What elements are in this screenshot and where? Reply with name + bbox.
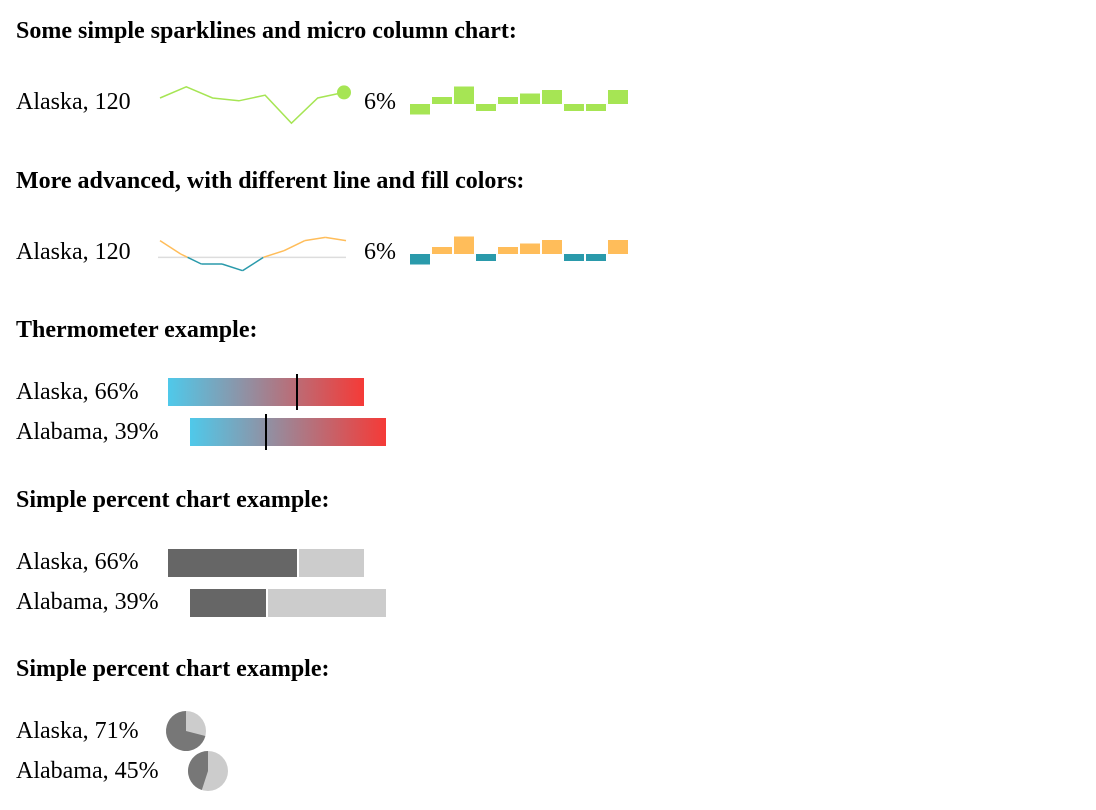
sparkline-segment <box>221 263 243 272</box>
micro-column <box>586 104 606 111</box>
sparkline-advanced-label: Alaska, 120 <box>16 239 131 265</box>
micro-column <box>498 97 518 104</box>
percent-bar-label-alaska: Alaska, 66% <box>16 549 139 575</box>
sparkline-simple <box>159 85 351 125</box>
thermometer-bar-alabama <box>190 414 386 450</box>
percent-bar-alabama <box>190 589 386 617</box>
section-heading-percent-bars: Simple percent chart example: <box>16 487 330 513</box>
percent-bar-filled <box>190 589 266 617</box>
thermometer-marker <box>296 374 299 410</box>
sparkline-segment <box>304 236 326 242</box>
sparkline-segment <box>263 249 285 259</box>
percent-bar-alaska <box>168 549 364 577</box>
percent-pie-alaska <box>166 711 206 751</box>
micro-column <box>520 243 540 254</box>
micro-column <box>520 93 540 104</box>
micro-column <box>410 254 430 265</box>
sparkline-advanced <box>158 236 347 272</box>
thermometer-label-alabama: Alabama, 39% <box>16 419 159 445</box>
section-heading-advanced-sparklines: More advanced, with different line and f… <box>16 168 525 194</box>
percent-bar-remaining <box>268 589 386 617</box>
percent-pie-label-alabama: Alabama, 45% <box>16 758 159 784</box>
sparkline-last-point <box>337 85 351 100</box>
micro-column <box>410 104 430 115</box>
thermometer-marker <box>265 414 268 450</box>
sparkline-segment <box>180 253 188 259</box>
percent-bar-label-alabama: Alabama, 39% <box>16 589 159 615</box>
micro-column <box>608 240 628 254</box>
micro-columns-advanced <box>410 236 628 265</box>
micro-column <box>432 97 452 104</box>
section-heading-simple-sparklines: Some simple sparklines and micro column … <box>16 18 517 44</box>
micro-column <box>542 240 562 254</box>
micro-column <box>586 254 606 261</box>
percent-pie-alabama <box>188 751 228 791</box>
sparkline-segment <box>159 240 182 255</box>
sparkline-line <box>159 85 345 125</box>
pie-slice <box>188 751 208 791</box>
micro-columns-advanced-label: 6% <box>364 239 396 265</box>
thermometer-label-alaska: Alaska, 66% <box>16 379 139 405</box>
sparkline-segment <box>325 236 347 242</box>
micro-column <box>454 236 474 254</box>
section-heading-thermometer: Thermometer example: <box>16 317 258 343</box>
micro-columns-simple-label: 6% <box>364 89 396 115</box>
micro-column <box>542 90 562 104</box>
micro-column <box>564 104 584 111</box>
sparkline-simple-label: Alaska, 120 <box>16 89 131 115</box>
micro-column <box>564 254 584 261</box>
pie-slice <box>166 711 206 751</box>
sparkline-segment <box>283 239 305 252</box>
percent-bar-filled <box>168 549 297 577</box>
section-heading-percent-pies: Simple percent chart example: <box>16 656 330 682</box>
micro-columns-simple <box>410 86 628 115</box>
percent-pie-label-alaska: Alaska, 71% <box>16 718 139 744</box>
percent-bar-remaining <box>299 549 364 577</box>
micro-column <box>454 86 474 104</box>
micro-column <box>498 247 518 254</box>
micro-column <box>476 104 496 111</box>
sparkline-segment <box>242 256 264 272</box>
micro-column <box>608 90 628 104</box>
micro-column <box>476 254 496 261</box>
micro-column <box>432 247 452 254</box>
sparkline-segment <box>187 256 202 265</box>
thermometer-bar-alaska <box>168 374 364 410</box>
